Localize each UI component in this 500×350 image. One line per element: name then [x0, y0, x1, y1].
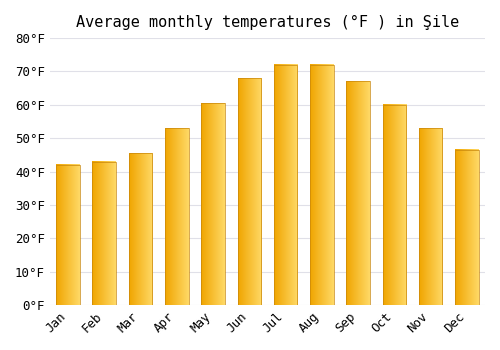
Bar [56, 165, 80, 305]
Bar [92, 162, 116, 305]
Bar [346, 82, 370, 305]
Bar [238, 78, 261, 305]
Bar [202, 103, 225, 305]
Bar [455, 150, 478, 305]
Bar [274, 65, 297, 305]
Bar [382, 105, 406, 305]
Title: Average monthly temperatures (°F ) in Şile: Average monthly temperatures (°F ) in Şi… [76, 15, 459, 30]
Bar [310, 65, 334, 305]
Bar [165, 128, 188, 305]
Bar [128, 153, 152, 305]
Bar [419, 128, 442, 305]
